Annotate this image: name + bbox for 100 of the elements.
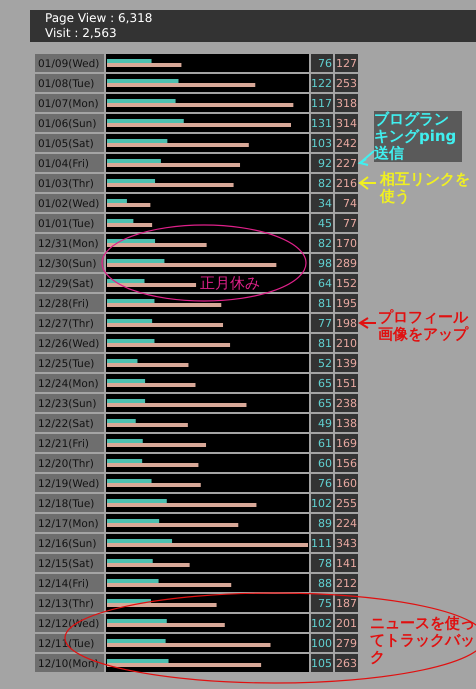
bar	[107, 139, 168, 143]
bar	[107, 263, 276, 267]
data-label: 279	[336, 637, 357, 650]
bar	[107, 283, 196, 287]
bar	[107, 59, 152, 63]
data-label: 52	[318, 357, 332, 370]
bar	[107, 239, 156, 243]
data-label: 187	[336, 597, 357, 610]
data-label: 77	[318, 317, 332, 330]
y-tick-label: 12/30(Sun)	[38, 258, 96, 270]
y-tick-label: 01/02(Wed)	[38, 198, 100, 210]
bar	[107, 419, 136, 423]
data-label: 117	[311, 97, 332, 110]
bar	[107, 583, 232, 587]
data-label: 201	[336, 617, 357, 630]
data-label: 131	[311, 117, 332, 130]
data-label: 61	[318, 437, 332, 450]
data-label: 216	[336, 177, 357, 190]
y-tick-label: 01/09(Wed)	[38, 58, 100, 70]
data-label: 122	[311, 77, 332, 90]
y-tick-label: 01/04(Fri)	[38, 158, 89, 170]
bar	[107, 319, 152, 323]
data-label: 151	[336, 377, 357, 390]
data-label: 105	[311, 657, 332, 670]
bar	[107, 579, 159, 583]
data-label: 45	[318, 217, 332, 230]
text: ニュースを使ってトラックバック	[370, 614, 476, 666]
annotation: 正月休み	[200, 274, 261, 292]
y-tick-label: 12/10(Mon)	[38, 658, 99, 670]
y-tick-label: 12/23(Sun)	[38, 398, 96, 410]
data-label: 195	[336, 297, 357, 310]
data-label: 74	[343, 197, 357, 210]
bar	[107, 199, 127, 203]
bar	[107, 63, 182, 67]
y-tick-label: 12/15(Sat)	[38, 558, 94, 570]
data-label: 156	[336, 457, 357, 470]
bar	[107, 103, 294, 107]
data-label: 242	[336, 137, 357, 150]
bar	[107, 623, 225, 627]
data-label: 210	[336, 337, 357, 350]
bar	[107, 363, 188, 367]
data-label: 78	[318, 557, 332, 570]
y-tick-label: 12/13(Thr)	[38, 598, 94, 610]
data-label: 81	[318, 337, 332, 350]
y-tick-label: 12/31(Mon)	[38, 238, 99, 250]
data-label: 49	[318, 417, 332, 430]
bar	[107, 143, 249, 147]
bar	[107, 163, 240, 167]
data-label: 314	[336, 117, 357, 130]
data-label: 76	[318, 477, 332, 490]
bar	[107, 543, 308, 547]
bar	[107, 83, 256, 87]
y-tick-label: 12/25(Tue)	[38, 358, 94, 370]
data-label: 289	[336, 257, 357, 270]
data-label: 170	[336, 237, 357, 250]
bar	[107, 459, 142, 463]
bar	[107, 479, 152, 483]
bar	[107, 603, 217, 607]
bar	[107, 643, 270, 647]
data-label: 82	[318, 237, 332, 250]
chart-subtitle: Visit : 2,563	[45, 26, 117, 40]
data-label: 238	[336, 397, 357, 410]
data-label: 169	[336, 437, 357, 450]
bar	[107, 463, 198, 467]
bar	[107, 259, 164, 263]
data-label: 64	[318, 277, 332, 290]
bar	[107, 123, 292, 127]
y-tick-label: 12/28(Fri)	[38, 298, 89, 310]
data-label: 160	[336, 477, 357, 490]
data-label: 89	[318, 517, 332, 530]
bar	[107, 359, 138, 363]
data-label: 318	[336, 97, 357, 110]
data-label: 92	[318, 157, 332, 170]
bar	[107, 343, 230, 347]
chart-title: Page View : 6,318	[45, 11, 152, 25]
bar	[107, 179, 156, 183]
bar	[107, 499, 167, 503]
data-label: 212	[336, 577, 357, 590]
data-label: 198	[336, 317, 357, 330]
bar	[107, 223, 152, 227]
bar	[107, 599, 151, 603]
bar	[107, 403, 246, 407]
bar	[107, 443, 206, 447]
bar	[107, 439, 143, 443]
bar	[107, 423, 188, 427]
y-tick-label: 01/07(Mon)	[38, 98, 99, 110]
y-tick-label: 12/20(Thr)	[38, 458, 94, 470]
bar	[107, 339, 154, 343]
data-label: 34	[318, 197, 332, 210]
data-label: 138	[336, 417, 357, 430]
data-label: 76	[318, 57, 332, 70]
bar	[107, 383, 196, 387]
bar	[107, 563, 190, 567]
data-label: 139	[336, 357, 357, 370]
bar	[107, 323, 224, 327]
y-tick-label: 01/06(Sun)	[38, 118, 96, 130]
y-tick-label: 12/14(Fri)	[38, 578, 89, 590]
y-tick-label: 12/17(Mon)	[38, 518, 99, 530]
y-tick-label: 01/08(Tue)	[38, 78, 94, 90]
y-tick-label: 01/05(Sat)	[38, 138, 94, 150]
